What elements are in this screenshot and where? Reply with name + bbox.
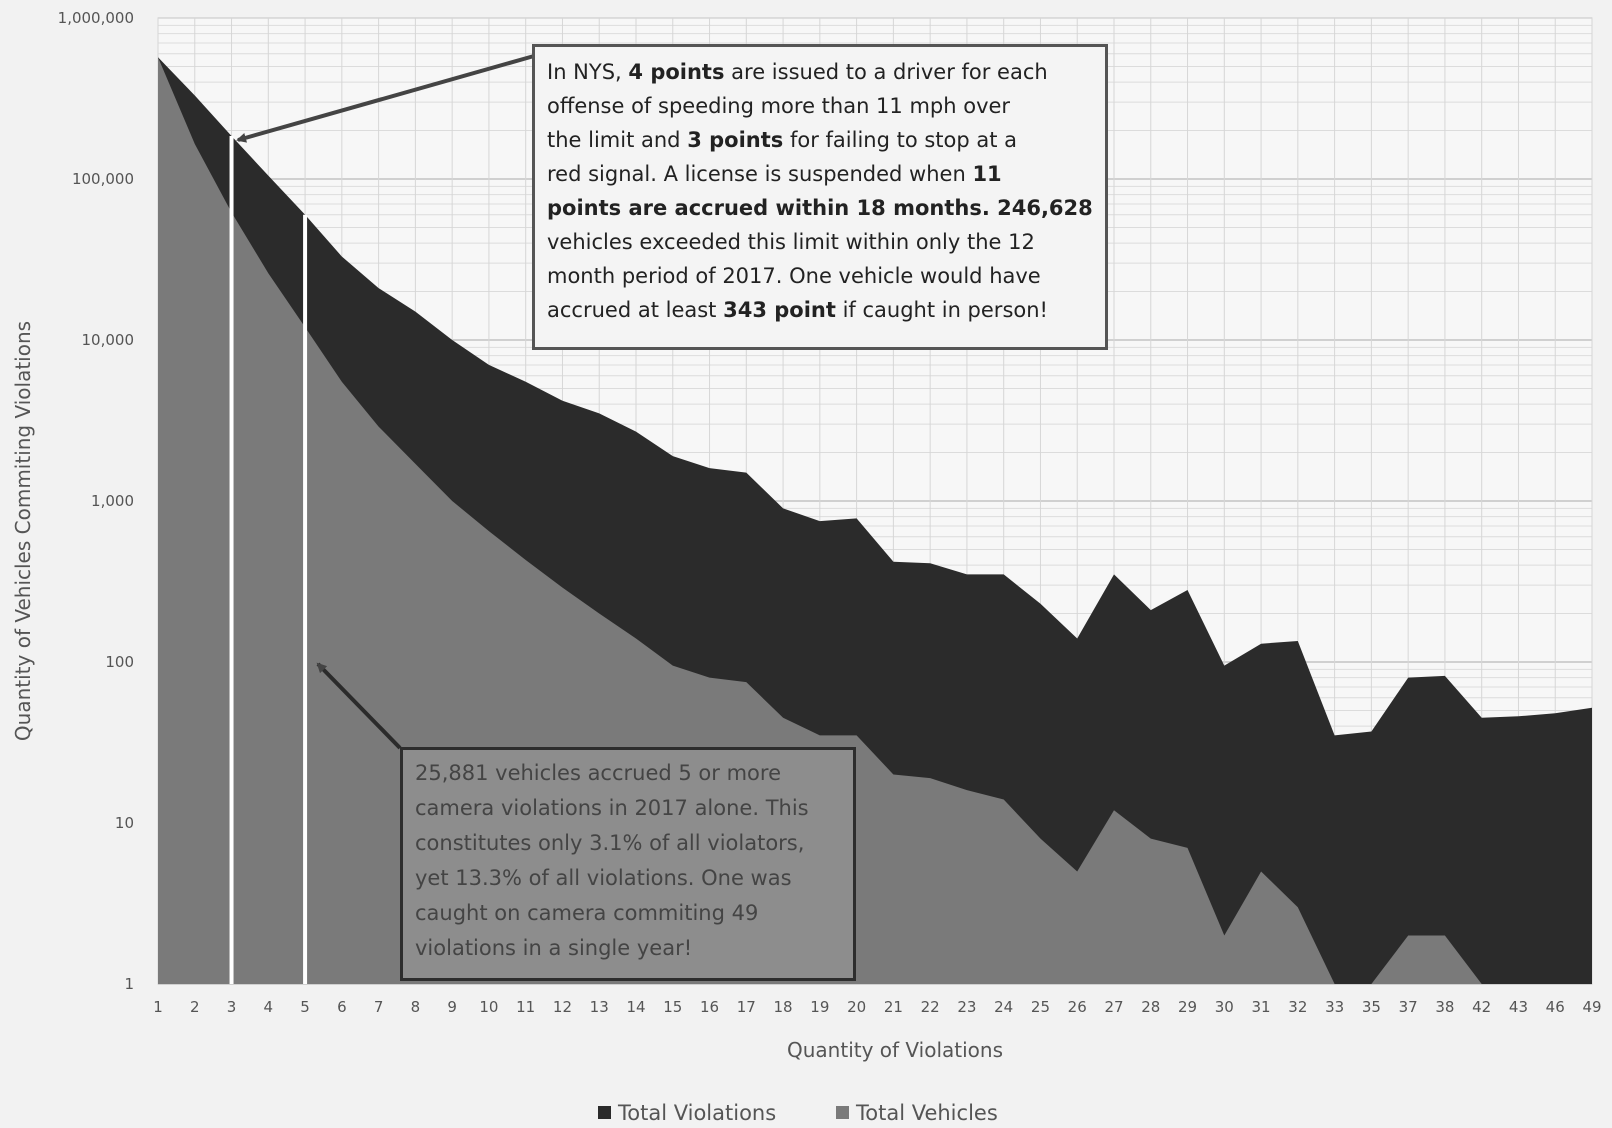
annotation-line: red signal. A license is suspended when … xyxy=(547,157,1095,191)
y-tick-label: 100 xyxy=(105,653,134,671)
marker-lines xyxy=(229,135,308,984)
x-tick-label: 37 xyxy=(1399,998,1418,1016)
x-tick-label: 9 xyxy=(447,998,457,1016)
arrow-to-3-violations xyxy=(236,54,535,143)
annotation-line: caught on camera commiting 49 xyxy=(415,901,759,925)
x-tick-label: 42 xyxy=(1472,998,1491,1016)
x-tick-label: 15 xyxy=(663,998,682,1016)
x-tick-label: 43 xyxy=(1509,998,1528,1016)
annotation-line: 25,881 vehicles accrued 5 or more xyxy=(415,761,781,785)
x-tick-label: 6 xyxy=(337,998,347,1016)
x-tick-label: 32 xyxy=(1288,998,1307,1016)
annotation-repeat-offenders-note: 25,881 vehicles accrued 5 or more camera … xyxy=(400,747,856,981)
annotation-text: month period of 2017. One vehicle would … xyxy=(547,264,1041,288)
annotation-line: points are accrued within 18 months. 246… xyxy=(547,191,1095,225)
x-tick-label: 7 xyxy=(374,998,384,1016)
x-tick-label: 33 xyxy=(1325,998,1344,1016)
x-tick-label: 46 xyxy=(1546,998,1565,1016)
legend: Total Violations Total Vehicles xyxy=(598,1101,998,1125)
x-tick-label: 5 xyxy=(300,998,310,1016)
x-tick-label: 38 xyxy=(1435,998,1454,1016)
x-tick-label: 24 xyxy=(994,998,1013,1016)
x-tick-label: 29 xyxy=(1178,998,1197,1016)
annotation-text: 4 points xyxy=(628,60,725,84)
x-tick-label: 49 xyxy=(1582,998,1601,1016)
annotation-text: 343 point xyxy=(723,298,836,322)
y-axis-title: Quantity of Vehicles Commiting Violation… xyxy=(11,321,35,741)
y-axis-ticks: 1 10 100 1,000 10,000 100,000 1,000,000 xyxy=(58,9,134,993)
x-tick-label: 22 xyxy=(921,998,940,1016)
annotation-line: violations in a single year! xyxy=(415,936,693,960)
x-tick-label: 16 xyxy=(700,998,719,1016)
annotation-line: vehicles exceeded this limit within only… xyxy=(547,225,1095,259)
x-tick-label: 17 xyxy=(737,998,756,1016)
x-tick-label: 3 xyxy=(227,998,237,1016)
annotation-text: are issued to a driver for each xyxy=(724,60,1048,84)
x-tick-label: 21 xyxy=(884,998,903,1016)
x-tick-label: 23 xyxy=(957,998,976,1016)
annotation-text: offense of speeding more than 11 mph ove… xyxy=(547,94,1011,118)
annotation-text: for failing to stop at a xyxy=(783,128,1018,152)
annotation-text: points are accrued within 18 months. 246… xyxy=(547,196,1093,220)
legend-label: Total Violations xyxy=(617,1101,776,1125)
x-tick-label: 30 xyxy=(1215,998,1234,1016)
x-tick-label: 18 xyxy=(774,998,793,1016)
annotation-line: the limit and 3 points for failing to st… xyxy=(547,123,1095,157)
annotation-line: constitutes only 3.1% of all violators, xyxy=(415,831,805,855)
annotation-text: 3 points xyxy=(687,128,784,152)
arrow-to-5-violations xyxy=(316,662,402,750)
annotation-arrows xyxy=(236,54,535,750)
annotation-line: In NYS, 4 points are issued to a driver … xyxy=(547,55,1095,89)
x-tick-label: 20 xyxy=(847,998,866,1016)
annotation-text: the limit and xyxy=(547,128,688,152)
x-tick-label: 2 xyxy=(190,998,200,1016)
x-tick-label: 4 xyxy=(264,998,274,1016)
x-tick-label: 10 xyxy=(479,998,498,1016)
annotation-text: red signal. A license is suspended when xyxy=(547,162,973,186)
annotation-points-note: In NYS, 4 points are issued to a driver … xyxy=(532,44,1108,350)
y-tick-label: 10,000 xyxy=(82,331,135,349)
legend-label: Total Vehicles xyxy=(855,1101,998,1125)
x-tick-label: 14 xyxy=(626,998,645,1016)
x-tick-label: 26 xyxy=(1068,998,1087,1016)
annotation-line: accrued at least 343 point if caught in … xyxy=(547,293,1095,327)
y-tick-label: 1,000,000 xyxy=(58,9,134,27)
y-tick-label: 10 xyxy=(115,814,134,832)
x-axis-ticks: 1 2 3 4 5 6 7 8 9 10 11 12 13 14 15 16 17 18 19 20 21 22 23 24 2… xyxy=(153,998,1601,1016)
annotation-line: yet 13.3% of all violations. One was xyxy=(415,866,792,890)
x-tick-label: 1 xyxy=(153,998,163,1016)
x-tick-label: 8 xyxy=(411,998,421,1016)
annotation-line: month period of 2017. One vehicle would … xyxy=(547,259,1095,293)
legend-swatch xyxy=(598,1106,611,1119)
annotation-text: vehicles exceeded this limit within only… xyxy=(547,230,1035,254)
annotation-text: accrued at least xyxy=(547,298,724,322)
x-tick-label: 25 xyxy=(1031,998,1050,1016)
x-tick-label: 28 xyxy=(1141,998,1160,1016)
annotation-line: offense of speeding more than 11 mph ove… xyxy=(547,89,1095,123)
y-tick-label: 1 xyxy=(124,975,134,993)
annotation-text: 11 xyxy=(972,162,1002,186)
x-tick-label: 13 xyxy=(590,998,609,1016)
x-axis-title: Quantity of Violations xyxy=(787,1038,1003,1062)
annotation-text: if caught in person! xyxy=(835,298,1048,322)
x-tick-label: 12 xyxy=(553,998,572,1016)
legend-swatch xyxy=(836,1106,849,1119)
x-tick-label: 19 xyxy=(810,998,829,1016)
y-tick-label: 1,000 xyxy=(91,492,134,510)
x-tick-label: 31 xyxy=(1252,998,1271,1016)
annotation-text: In NYS, xyxy=(547,60,629,84)
annotation-line: camera violations in 2017 alone. This xyxy=(415,796,809,820)
x-tick-label: 27 xyxy=(1104,998,1123,1016)
y-tick-label: 100,000 xyxy=(72,170,134,188)
x-tick-label: 11 xyxy=(516,998,535,1016)
x-tick-label: 35 xyxy=(1362,998,1381,1016)
